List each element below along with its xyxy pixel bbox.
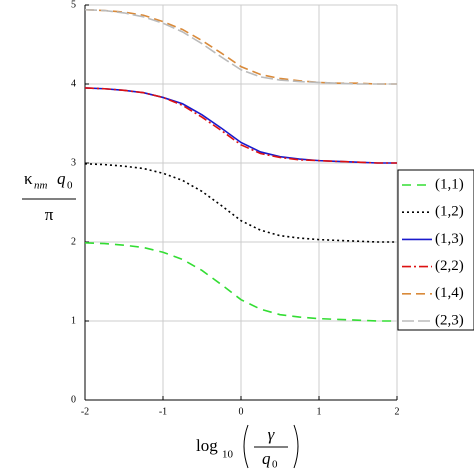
y-tick-label: 3	[71, 157, 76, 168]
y-axis-label: κ nm q 0 π	[22, 169, 76, 224]
x-label-q-sub: 0	[272, 459, 278, 471]
series-line	[84, 241, 397, 322]
legend-label: (1,1)	[435, 176, 464, 192]
legend-label: (1,3)	[435, 231, 464, 247]
y-label-kappa-sub: nm	[34, 180, 48, 192]
x-label-q: q	[262, 449, 271, 468]
x-tick-label: -2	[81, 406, 89, 417]
legend	[397, 169, 474, 331]
legend-label: (2,2)	[435, 258, 464, 274]
y-label-kappa: κ	[24, 169, 33, 188]
series-line	[84, 8, 397, 85]
paren-right	[293, 424, 299, 469]
series-line	[84, 162, 397, 243]
paren-left	[243, 424, 249, 469]
x-axis-label: log 10 γ q 0	[196, 424, 299, 471]
x-label-log: log	[196, 436, 218, 455]
y-tick-label: 0	[71, 394, 76, 405]
y-label-q: q	[57, 169, 66, 188]
legend-label: (1,4)	[435, 285, 464, 301]
x-label-numerator: γ	[268, 425, 276, 444]
legend-label: (2,3)	[435, 312, 464, 328]
y-label-denominator: π	[45, 205, 54, 224]
x-tick-label: 0	[239, 406, 244, 417]
series-line	[84, 87, 397, 164]
x-tick-label: -1	[159, 406, 167, 417]
legend-label: (1,2)	[435, 204, 464, 220]
y-tick-label: 1	[71, 315, 76, 326]
series-line	[84, 8, 397, 85]
y-tick-label: 4	[71, 78, 76, 89]
y-label-q-sub: 0	[67, 180, 73, 192]
x-tick-label: 2	[395, 406, 400, 417]
x-label-log-sub: 10	[222, 449, 234, 461]
x-tick-label: 1	[317, 406, 322, 417]
y-tick-label: 5	[71, 0, 76, 10]
y-tick-label: 2	[71, 236, 76, 247]
